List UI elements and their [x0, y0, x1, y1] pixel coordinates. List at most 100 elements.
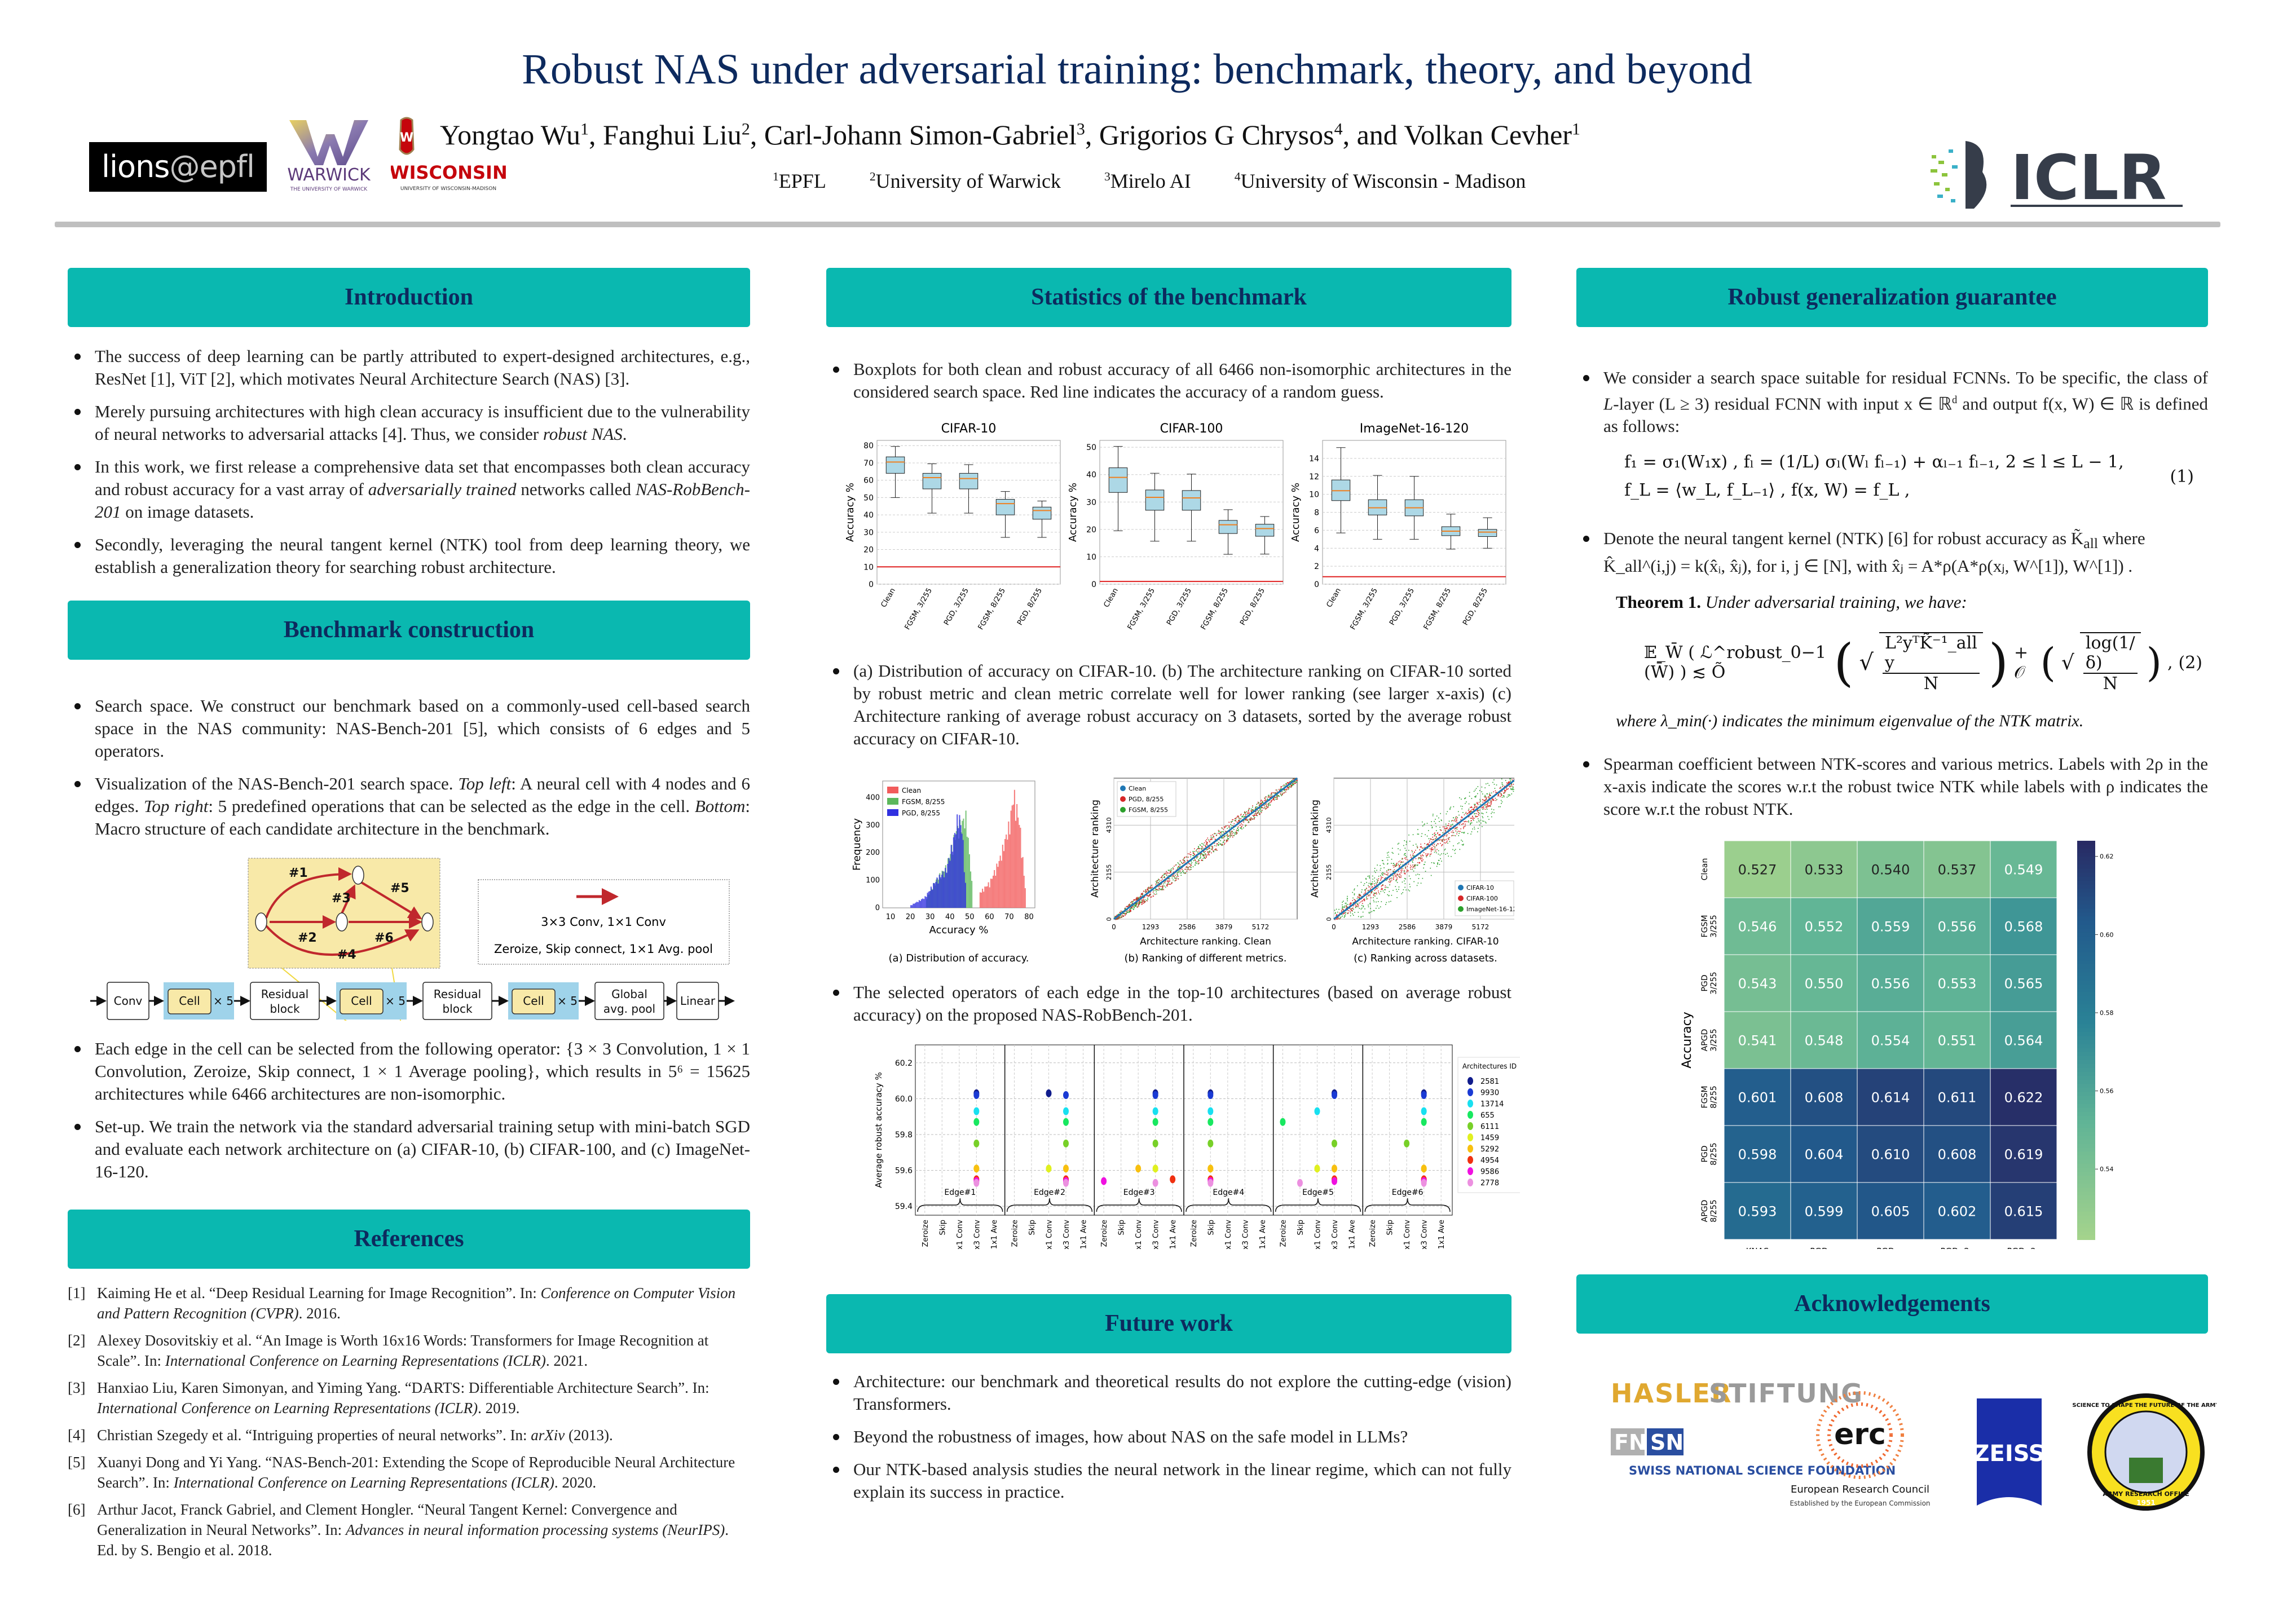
scatter-point — [1205, 854, 1206, 855]
boxplot-charts: CIFAR-10 0 10 20 30 40 50 60 70 80 Accuracy % Clean… — [843, 420, 1514, 634]
scatter-point — [1197, 861, 1198, 863]
scatter-point — [1401, 862, 1402, 863]
scatter-point — [1473, 791, 1475, 792]
scatter-point — [1424, 848, 1425, 849]
colorbar-segment — [2077, 884, 2095, 889]
scatter-point — [1280, 787, 1282, 788]
benchmark-list-top: Search space. We construct our benchmark… — [68, 695, 750, 850]
scatter-point — [1406, 856, 1407, 858]
scatter-point — [1508, 794, 1509, 796]
scatter-point — [1440, 829, 1442, 831]
scatter-point — [1474, 796, 1475, 797]
scatter-point — [1509, 786, 1510, 787]
scatter-point — [1470, 833, 1471, 835]
scatter-point — [1259, 804, 1260, 806]
scatter-point — [1238, 820, 1239, 821]
scatter-point — [1345, 914, 1346, 915]
scatter-point — [1448, 829, 1449, 830]
scatter-point — [1177, 868, 1178, 870]
scatter-point — [1359, 902, 1360, 904]
scatter-point — [1231, 832, 1232, 833]
scatter-point — [1499, 787, 1500, 789]
scatter-point — [1449, 841, 1451, 842]
scatter-point — [1452, 849, 1453, 850]
scatter-point — [1464, 798, 1465, 800]
scatter-point — [1422, 847, 1424, 849]
colorbar-segment — [2077, 1159, 2095, 1164]
scatter-point — [1455, 853, 1456, 854]
scatter-point — [1495, 790, 1496, 792]
scatter-point — [1126, 906, 1127, 907]
scatter-point — [1342, 909, 1343, 910]
scatter-point — [1169, 872, 1170, 874]
histogram-bar — [963, 872, 965, 908]
scatter-point — [1235, 833, 1236, 835]
architecture-point — [973, 1139, 980, 1148]
scatter-point — [1240, 827, 1241, 829]
scatter-point — [1434, 848, 1435, 849]
scatter-point — [1297, 780, 1298, 781]
x-tick-label: 1x1 Conv — [1045, 1220, 1054, 1249]
histogram-bar — [931, 890, 933, 908]
scatter-point — [1364, 893, 1365, 894]
section-header-future-work: Future work — [826, 1294, 1511, 1353]
scatter-point — [1235, 832, 1237, 833]
scatter-point — [1491, 809, 1492, 810]
scatter-point — [1437, 862, 1439, 863]
y-axis-label: Accuracy — [1680, 1012, 1694, 1068]
scatter-point — [1451, 831, 1452, 833]
scatter-point — [1488, 806, 1489, 807]
scatter-point — [1465, 802, 1466, 804]
scatter-point — [1197, 856, 1198, 858]
scatter-point — [1143, 897, 1144, 899]
scatter-point — [1184, 861, 1186, 863]
scatter-point — [1388, 881, 1390, 882]
scatter-point — [1160, 877, 1162, 879]
scatter-point — [1267, 806, 1268, 807]
box — [885, 456, 905, 474]
scatter-point — [1443, 836, 1444, 837]
scatter-point — [1147, 891, 1149, 893]
x-tick-label: 20 — [906, 913, 915, 921]
scatter-point — [1417, 829, 1418, 830]
scatter-point — [1296, 782, 1297, 783]
y-axis-label: Frequency — [851, 818, 863, 871]
scatter-point — [1475, 815, 1476, 817]
svg-text:European Research Council: European Research Council — [1791, 1484, 1929, 1495]
scatter-point — [1476, 815, 1478, 817]
heatmap-cell — [1857, 954, 1924, 1012]
scatter-point — [1190, 856, 1191, 858]
scatter-point — [1183, 870, 1184, 872]
y-tick-label: PGD — [1700, 974, 1709, 991]
scatter-point — [1404, 871, 1405, 872]
scatter-point — [1431, 848, 1432, 849]
scatter-point — [1496, 784, 1497, 785]
scatter-point — [1376, 892, 1377, 893]
scatter-point — [1398, 875, 1399, 877]
scatter-point — [1177, 875, 1178, 876]
scatter-point — [1477, 802, 1478, 803]
scatter-point — [1145, 890, 1147, 891]
scatter-point — [1186, 856, 1187, 858]
colorbar-segment — [2077, 1072, 2095, 1077]
colorbar-segment — [2077, 1115, 2095, 1120]
x-axis-label: Architecture ranking. CIFAR-10 — [1352, 936, 1499, 947]
scatter-point — [1474, 804, 1475, 805]
scatter-point — [1346, 902, 1347, 904]
scatter-point — [1357, 896, 1359, 898]
scatter-point — [1510, 780, 1511, 782]
scatter-point — [1266, 805, 1267, 806]
scatter-point — [1220, 831, 1222, 832]
scatter-point — [1148, 888, 1149, 890]
future-work-list: Architecture: our benchmark and theoreti… — [826, 1370, 1511, 1513]
scatter-point — [1398, 886, 1400, 888]
box — [1218, 520, 1238, 534]
scatter-point — [1484, 796, 1486, 798]
histogram-bar — [988, 882, 989, 908]
scatter-point — [1156, 891, 1157, 893]
scatter-point — [1454, 850, 1455, 851]
scatter-point — [1121, 917, 1122, 918]
colorbar-segment — [2077, 920, 2095, 925]
scatter-point — [1206, 841, 1207, 842]
scatter-point — [1151, 896, 1152, 898]
